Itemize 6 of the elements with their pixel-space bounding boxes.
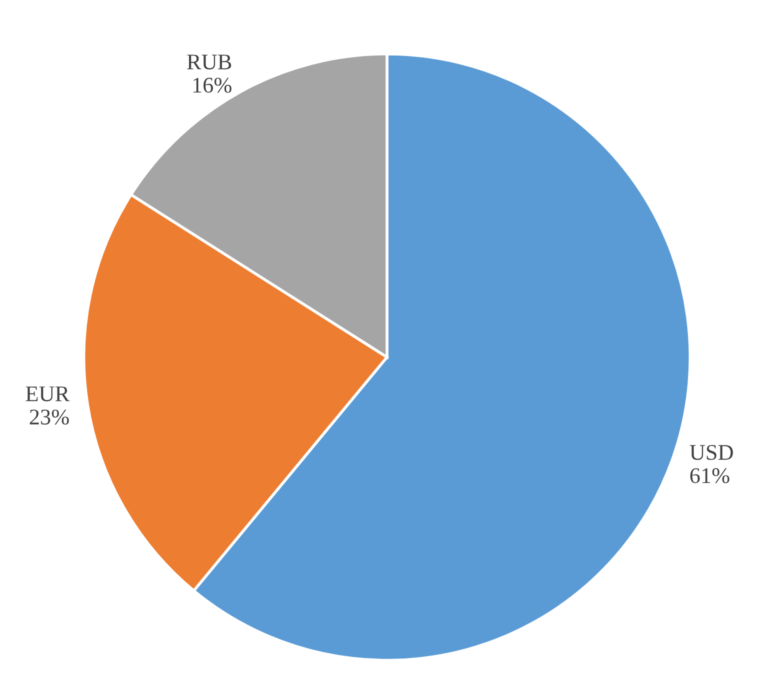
data-label: 16% xyxy=(193,78,232,93)
slice-label: RUB xyxy=(187,54,232,70)
slice-label: USD xyxy=(690,444,733,460)
slice-label: EUR xyxy=(26,386,70,402)
data-label: 61% xyxy=(690,468,730,484)
data-label: 23% xyxy=(30,410,69,425)
